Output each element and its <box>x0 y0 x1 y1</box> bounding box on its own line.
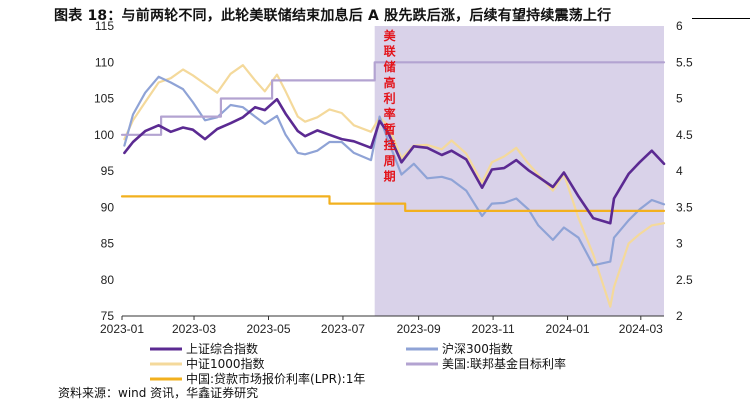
x-tick-label: 2023-03 <box>172 322 216 336</box>
series-lines <box>120 61 666 308</box>
x-tick-label: 2023-07 <box>321 322 365 336</box>
shaded-period-label-char: 期 <box>384 168 396 183</box>
y-right-tick-label: 4 <box>676 164 683 178</box>
series-line-csi1000 <box>123 64 666 308</box>
shaded-period-label-char: 率 <box>384 106 396 121</box>
x-tick-label: 2024-01 <box>546 322 590 336</box>
shaded-period-label-char: 联 <box>384 45 396 59</box>
y-right-tick-label: 2.5 <box>676 273 693 287</box>
y-right-tick-label: 3.5 <box>676 200 693 214</box>
y-left-tick-label: 90 <box>101 200 115 214</box>
y-left-tick-label: 75 <box>101 309 115 323</box>
y-right-tick-label: 6 <box>676 19 683 33</box>
shaded-period-label-char: 周 <box>384 154 396 168</box>
x-tick-label: 2023-11 <box>472 322 515 336</box>
x-tick-label: 2024-03 <box>619 322 663 336</box>
legend-label: 沪深300指数 <box>442 341 513 356</box>
shaded-period-label-char: 利 <box>384 90 396 105</box>
y-right-tick-label: 5.5 <box>676 55 693 69</box>
y-left-tick-label: 100 <box>94 128 114 142</box>
y-right-tick-label: 5 <box>676 92 683 106</box>
x-tick-label: 2023-09 <box>397 322 441 336</box>
legend-label: 中证1000指数 <box>186 356 265 371</box>
shaded-period-label-char: 高 <box>384 75 396 90</box>
shaded-period <box>374 26 664 316</box>
shaded-period-label-char: 挂 <box>384 137 396 152</box>
axes: 75 80 85 90 95 100 105 110 115 2 2.5 3 3.5 4 4.5 5 5.5 6 2… <box>94 19 693 336</box>
legend-label: 美国:联邦基金目标利率 <box>442 356 566 371</box>
y-left-tick-label: 95 <box>101 164 115 178</box>
title-rule <box>692 18 750 19</box>
x-tick-label: 2023-05 <box>246 322 290 336</box>
figure-title: 图表 18：与前两轮不同，此轮美联储结束加息后 A 股先跌后涨，后续有望持续震荡… <box>54 8 612 24</box>
legend-label: 上证综合指数 <box>186 341 258 356</box>
x-tick-label: 2023-01 <box>100 322 144 336</box>
series-line-china-lpr-1y <box>120 195 666 212</box>
y-left-tick-label: 110 <box>95 55 114 69</box>
y-left-tick-label: 85 <box>101 237 115 251</box>
y-right-tick-label: 2 <box>676 309 683 323</box>
y-right-tick-label: 4.5 <box>676 128 693 142</box>
legend-label: 中国:贷款市场报价利率(LPR):1年 <box>186 371 365 386</box>
y-left-tick-label: 80 <box>101 273 115 287</box>
y-left-tick-label: 115 <box>95 19 114 33</box>
shaded-period-label-char: 美 <box>384 28 397 43</box>
source-note: 资料来源：wind 资讯，华鑫证券研究 <box>58 386 259 400</box>
y-right-tick-label: 3 <box>676 237 683 251</box>
y-left-tick-label: 105 <box>94 92 114 106</box>
shaded-period-label-char: 暂 <box>384 122 396 137</box>
shaded-period-rect <box>374 26 664 316</box>
shaded-period-label-char: 储 <box>384 59 396 74</box>
series-line-shanghai-composite <box>123 97 666 225</box>
